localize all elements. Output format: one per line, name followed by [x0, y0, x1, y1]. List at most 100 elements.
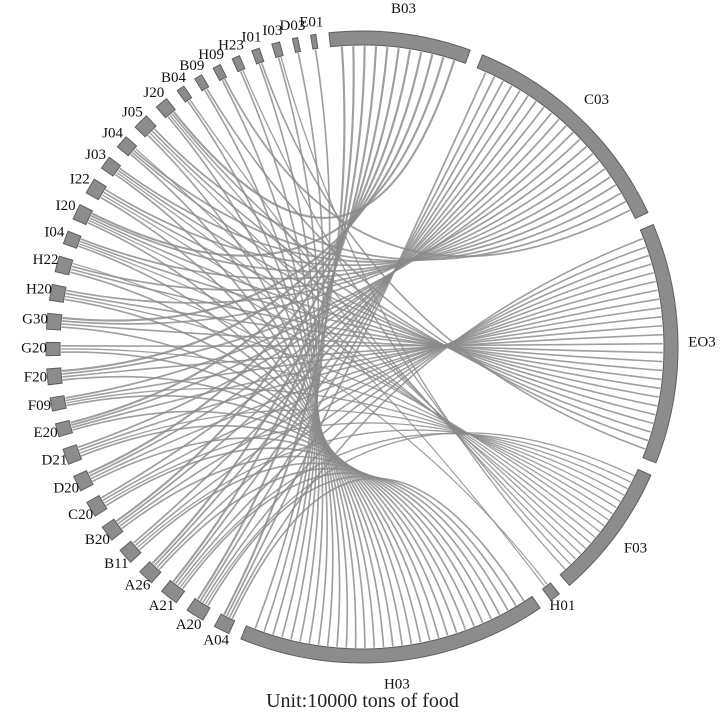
node-arc-layer: [45, 30, 679, 664]
ribbon-e20-c03: [71, 118, 560, 426]
node-label-i20: I20: [56, 198, 76, 214]
node-label-j04: J04: [102, 125, 123, 141]
ribbon-h22-c03: [71, 153, 594, 291]
ribbon-j04-h03: [130, 153, 349, 648]
node-arc-eo3: [639, 223, 679, 464]
node-arc-a20: [186, 597, 211, 621]
ribbon-h20-c03: [66, 145, 588, 304]
ribbon-h23-f03: [242, 70, 571, 565]
node-arc-i03: [271, 41, 284, 59]
ribbon-i20-c03: [90, 168, 606, 273]
node-arc-c03: [476, 54, 649, 220]
node-arc-h09: [212, 63, 228, 82]
ribbon-h09-c03: [223, 78, 631, 258]
ribbon-a21-c03: [174, 80, 504, 584]
node-label-d21: D21: [42, 452, 68, 468]
node-arc-i20: [72, 203, 94, 226]
node-arc-a04: [213, 613, 236, 635]
ribbon-g30-b03: [62, 54, 434, 322]
ribbon-e20-eo3: [71, 316, 662, 429]
ribbon-i20-eo3: [89, 217, 661, 390]
ribbon-g30-eo3: [61, 323, 663, 354]
ribbon-g30-c03: [62, 138, 581, 325]
ribbon-j05-c03: [153, 128, 626, 261]
node-arc-h22: [54, 255, 74, 276]
node-arc-d21: [62, 444, 83, 465]
ribbon-g20-eo3: [60, 342, 663, 347]
node-arc-e01: [310, 33, 319, 50]
ribbon-layer: [60, 46, 663, 648]
ribbon-j20-f03: [169, 114, 582, 555]
ribbon-f20-h03: [62, 375, 431, 641]
node-label-b20: B20: [85, 532, 110, 548]
node-label-j20: J20: [143, 85, 164, 101]
ribbon-j20-eo3: [171, 113, 651, 433]
ribbon-c20-c03: [101, 100, 537, 499]
node-arc-b03: [328, 30, 471, 64]
ribbon-j03-f03: [116, 171, 591, 544]
node-arc-f03: [559, 468, 652, 587]
node-label-g20: G20: [21, 341, 47, 357]
node-label-h09: H09: [198, 47, 224, 63]
node-arc-a26: [139, 561, 162, 584]
node-arc-f20: [46, 367, 63, 386]
ribbon-a20-f03: [204, 432, 635, 605]
node-label-b03: B03: [391, 1, 416, 17]
ribbon-b20-c03: [117, 95, 529, 525]
ribbon-f09-h03: [66, 394, 440, 639]
node-arc-d03: [291, 37, 302, 54]
ribbon-a26-eo3: [156, 263, 652, 568]
node-arc-j05: [134, 115, 157, 138]
ribbon-h22-h03: [70, 271, 394, 647]
ribbon-g30-h03: [61, 326, 413, 645]
node-label-eo3: EO3: [688, 335, 716, 351]
ribbon-i03-f03: [280, 56, 566, 570]
node-label-f09: F09: [28, 398, 51, 414]
ribbon-j20-h03: [167, 116, 334, 647]
ribbon-j05-f03: [149, 132, 587, 549]
node-arc-i22: [85, 178, 107, 201]
ribbon-b09-eo3: [206, 88, 649, 442]
node-arc-b09: [194, 74, 210, 92]
node-label-i03: I03: [262, 23, 282, 39]
unit-caption: Unit:10000 tons of food: [266, 690, 459, 712]
ribbon-a21-f03: [179, 432, 632, 588]
node-arc-b11: [119, 540, 142, 563]
ribbon-a21-eo3: [177, 254, 650, 586]
node-label-d20: D20: [53, 480, 79, 496]
node-label-b04: B04: [161, 70, 187, 86]
node-label-j03: J03: [85, 147, 106, 163]
ribbon-j03-h03: [114, 173, 357, 648]
ribbon-i20-f03: [88, 219, 601, 533]
ribbon-g20-h03: [61, 351, 422, 643]
ribbon-i01-h03: [258, 63, 318, 638]
node-label-c20: C20: [68, 507, 93, 523]
node-arc-b20: [101, 518, 124, 541]
node-label-b09: B09: [179, 58, 204, 74]
node-arc-h20: [48, 283, 67, 303]
node-label-c03: C03: [584, 92, 609, 108]
ribbon-h23-h03: [239, 71, 318, 640]
ribbon-j04-h01: [135, 148, 546, 587]
ribbon-h20-f03: [65, 295, 609, 521]
node-label-h03: H03: [384, 677, 410, 693]
ribbon-d21-eo3: [78, 307, 661, 451]
node-label-f03: F03: [624, 540, 647, 556]
ribbon-c20-eo3: [102, 289, 658, 502]
node-arc-i04: [62, 230, 82, 249]
node-arc-i01: [251, 47, 265, 65]
ribbon-b11-f03: [137, 429, 628, 549]
node-arc-f09: [49, 395, 67, 412]
ribbon-i01-eo3: [260, 62, 646, 450]
node-label-j05: J05: [122, 104, 143, 120]
node-label-a20: A20: [176, 617, 202, 633]
ribbon-c20-f03: [104, 422, 625, 504]
node-arc-a21: [160, 579, 186, 604]
ribbon-b04-h03: [187, 100, 328, 645]
ribbon-i03-h03: [272, 57, 320, 635]
node-label-i01: I01: [241, 30, 261, 46]
node-label-h22: H22: [33, 252, 59, 268]
node-arc-j04: [116, 136, 138, 157]
node-arc-e20: [54, 419, 74, 438]
